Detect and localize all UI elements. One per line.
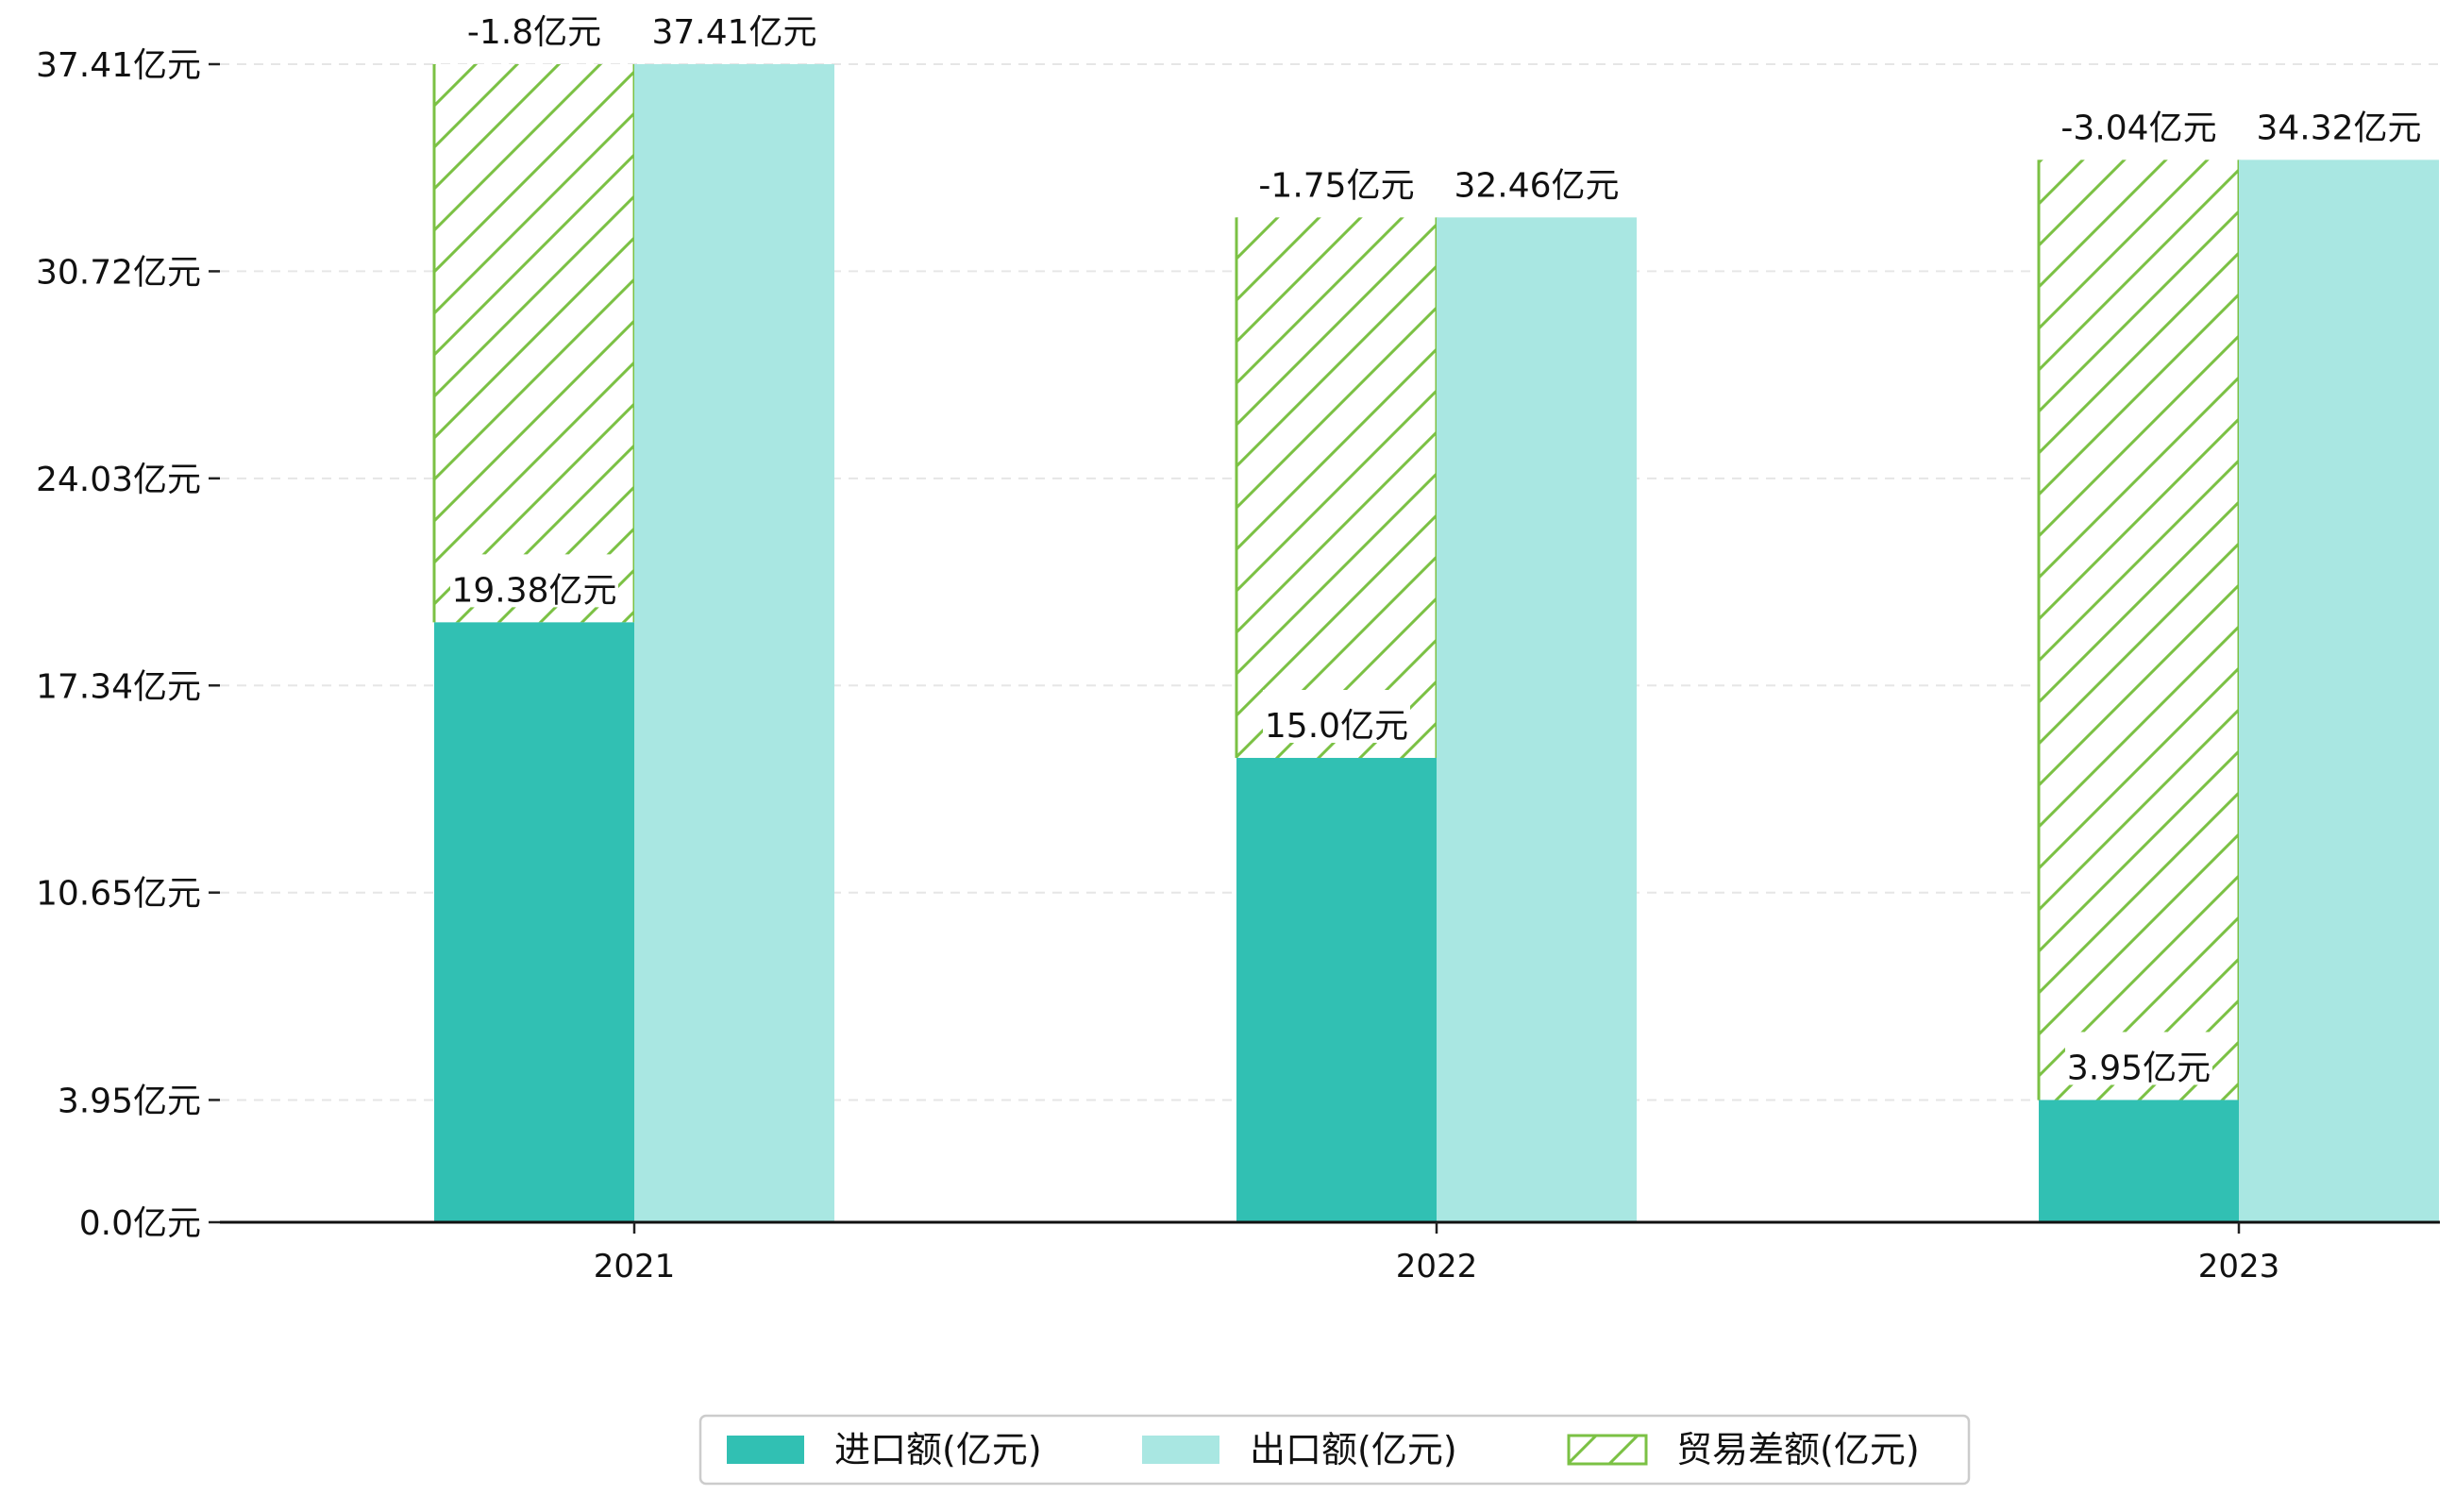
export-value-label: 34.32亿元 — [2256, 109, 2421, 147]
y-tick-label: 3.95亿元 — [58, 1082, 201, 1120]
axes: 0.0亿元 3.95亿元 10.65亿元 17.34亿元 24.03亿元 30.72亿元 3… — [36, 46, 2440, 1285]
balance-bar — [1236, 217, 1437, 759]
export-legend-swatch — [1142, 1436, 1219, 1464]
balance-legend-label: 贸易差额(亿元) — [1676, 1429, 1920, 1470]
label-background — [1263, 690, 1410, 744]
import-value-label: 15.0亿元 — [1265, 707, 1408, 746]
x-tick-label: 2023 — [2198, 1248, 2280, 1285]
export-bar — [2239, 160, 2439, 1223]
bars — [432, 64, 2439, 1223]
balance-value-label: -1.75亿元 — [1258, 166, 1414, 205]
import-legend-label: 进口额(亿元) — [834, 1429, 1042, 1470]
legend: 进口额(亿元) 出口额(亿元) 贸易差额(亿元) — [698, 1414, 1971, 1486]
y-tick-label: 30.72亿元 — [36, 253, 201, 292]
label-background — [450, 554, 618, 608]
import-legend-swatch — [727, 1436, 804, 1464]
y-tick-label: 24.03亿元 — [36, 461, 201, 499]
balance-value-label: -3.04亿元 — [2060, 109, 2216, 147]
balance-bar — [2039, 160, 2239, 1100]
export-bar — [634, 64, 834, 1222]
y-tick-label: 37.41亿元 — [36, 46, 201, 85]
balance-value-label: -1.8亿元 — [467, 13, 601, 52]
y-tick-label: 0.0亿元 — [79, 1204, 201, 1243]
import-value-label: 19.38亿元 — [451, 571, 616, 610]
label-background — [1253, 149, 1421, 203]
export-legend-label: 出口额(亿元) — [1250, 1429, 1457, 1470]
label-background — [2065, 1032, 2212, 1085]
label-background — [461, 0, 608, 49]
export-value-label: 37.41亿元 — [651, 13, 816, 52]
legend-box — [698, 1414, 1971, 1486]
label-background — [2055, 92, 2223, 145]
x-tick-label: 2021 — [594, 1248, 676, 1285]
balance-bar — [434, 64, 634, 623]
export-bar — [1437, 217, 1637, 1223]
y-tick-label: 17.34亿元 — [36, 667, 201, 706]
export-value-label: 32.46亿元 — [1454, 166, 1619, 205]
y-tick-label: 10.65亿元 — [36, 875, 201, 914]
balance-legend-swatch — [1567, 1434, 1648, 1466]
import-bar — [434, 622, 634, 1222]
import-value-label: 3.95亿元 — [2067, 1049, 2211, 1087]
data-labels: 37.41亿元 -1.8亿元 19.38亿元 32.46亿元 -1.75亿元 15.0亿元… — [450, 0, 2422, 1087]
x-tick-label: 2022 — [1396, 1248, 1478, 1285]
import-bar — [2039, 1100, 2239, 1222]
import-bar — [1236, 758, 1437, 1222]
